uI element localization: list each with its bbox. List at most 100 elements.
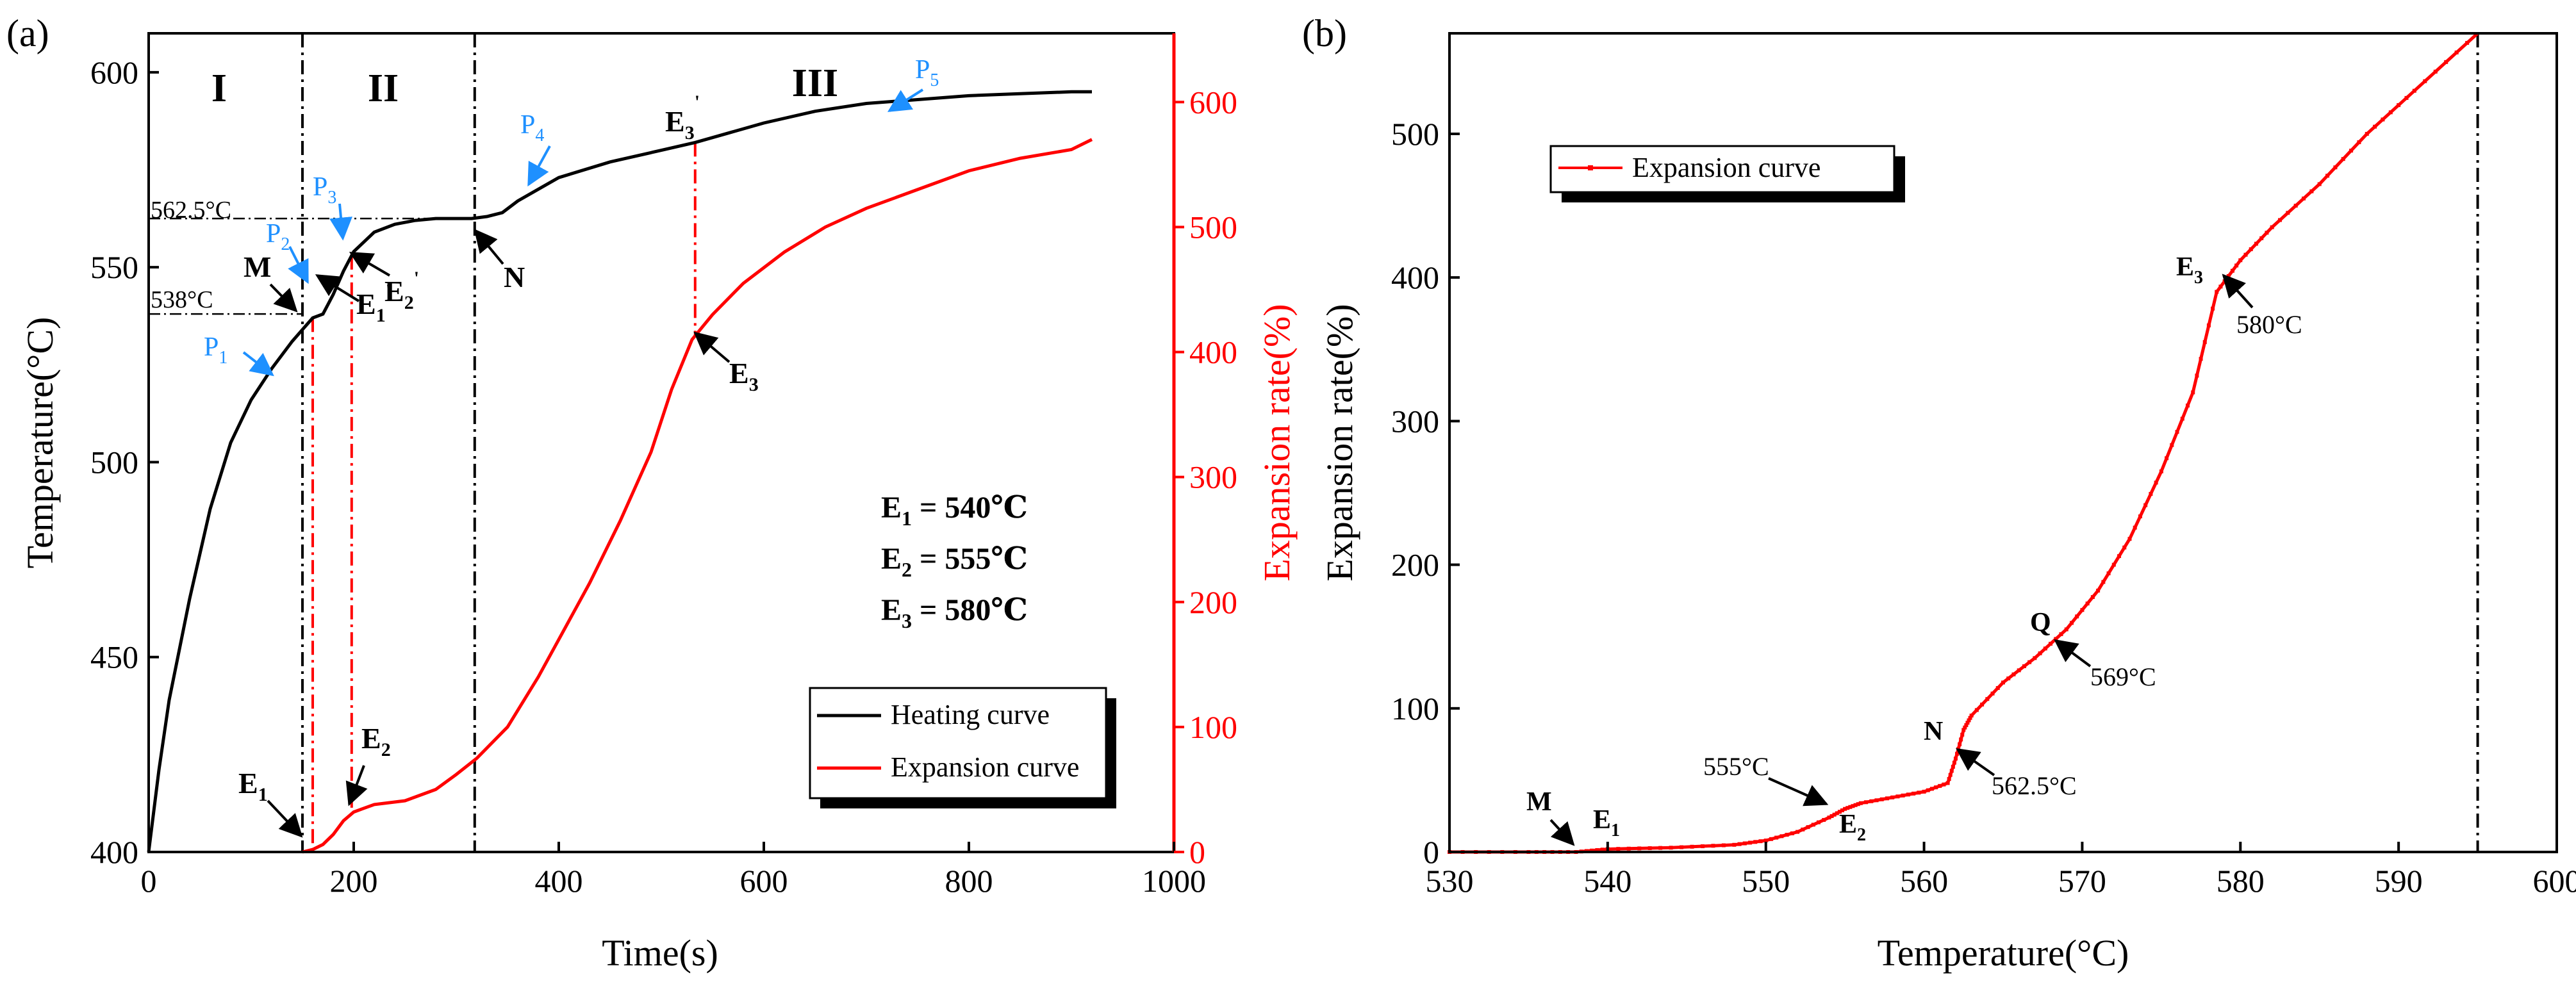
data-point-b: [1856, 802, 1860, 807]
data-point-b: [2454, 50, 2459, 54]
arrow-p2: [288, 246, 309, 284]
data-point-b: [2117, 554, 2122, 559]
label-n-a: N: [504, 261, 525, 293]
data-point-b: [1917, 790, 1921, 795]
data-point-b: [1796, 830, 1800, 834]
data-point-b: [2333, 165, 2338, 170]
legend-label-b: Expansion curve: [1632, 152, 1821, 183]
data-point-b: [1669, 846, 1673, 850]
arrow-m-b: [1549, 819, 1575, 846]
data-point-b: [1763, 839, 1768, 843]
data-point-b: [1748, 840, 1753, 845]
data-point-b: [2249, 247, 2253, 252]
data-point-b: [1964, 723, 1969, 727]
data-point-b: [1853, 803, 1858, 807]
data-point-b: [1837, 810, 1842, 814]
data-point-b: [1869, 799, 1874, 803]
data-point-b: [1829, 814, 1834, 818]
data-point-b: [2243, 252, 2248, 257]
series-line-expansion: [302, 138, 1093, 854]
data-point-b: [2317, 182, 2322, 186]
data-point-b: [1961, 728, 1966, 732]
data-point-b: [2170, 443, 2174, 447]
region-label-I: I: [211, 67, 227, 110]
y2-tick-label-a-0: 0: [1189, 834, 1205, 870]
data-point-b: [1929, 787, 1934, 791]
data-point-b: [2218, 284, 2223, 289]
label-e3-b: E3: [2176, 252, 2203, 288]
data-point-b: [2278, 218, 2282, 222]
arrow-555c: [1768, 777, 1829, 807]
data-point-b: [2186, 404, 2190, 408]
panel-label-a: (a): [6, 12, 49, 54]
data-point-b: [1968, 716, 1972, 720]
data-point-b: [1616, 847, 1621, 851]
data-point-b: [2444, 60, 2448, 64]
data-point-b: [1774, 835, 1779, 840]
panel-b-data-layer: [1448, 32, 2479, 854]
panel-label-b: (b): [1302, 12, 1347, 54]
data-point-b: [1922, 789, 1926, 794]
data-point-b: [1832, 812, 1837, 817]
data-point-b: [2049, 641, 2053, 646]
data-point-b: [1753, 840, 1758, 844]
data-point-b: [2357, 140, 2361, 145]
x-tick-label-b-6: 590: [2375, 863, 2423, 899]
arrow-e3-a: [693, 331, 731, 363]
data-point-b: [1811, 823, 1815, 827]
data-point-b: [1948, 773, 1953, 777]
x-tick-label-a-5: 1000: [1142, 863, 1206, 899]
data-point-b: [1700, 844, 1705, 849]
data-point-b: [1967, 718, 1971, 723]
x-tick-label-a-4: 800: [945, 863, 993, 899]
data-point-b: [1737, 842, 1742, 846]
data-point-b: [1637, 846, 1642, 851]
panel-a-axes: 0 200 400 600 800 1000 400 450 500 550 600 0 100 200 3…: [90, 54, 1237, 899]
data-point-b: [1845, 806, 1850, 810]
y-tick-label-a-3: 550: [90, 249, 138, 285]
x-tick-label-b-1: 540: [1583, 863, 1631, 899]
data-point-b: [2101, 580, 2106, 584]
x-tick-label-b-3: 560: [1900, 863, 1948, 899]
label-e1-b: E1: [1593, 805, 1620, 840]
x-tick-label-b-2: 550: [1742, 863, 1790, 899]
data-point-b: [1769, 837, 1773, 841]
data-point-b: [2180, 416, 2184, 421]
data-point-b: [2011, 672, 2016, 676]
legend-label-expansion: Expansion curve: [891, 751, 1079, 783]
label-580c: 580°C: [2236, 310, 2302, 339]
arrow-e1-a: [267, 799, 303, 838]
label-q-b: Q: [2030, 608, 2051, 637]
data-point-b: [2388, 110, 2393, 115]
x-tick-label-b-7: 600: [2533, 863, 2576, 899]
data-point-b: [1840, 808, 1845, 812]
x-tick-label-b-4: 570: [2058, 863, 2106, 899]
data-point-b: [1895, 794, 1900, 799]
label-562-5c: 562.5°C: [1992, 771, 2077, 800]
data-point-b: [2154, 480, 2158, 485]
data-point-b: [2022, 664, 2026, 669]
y2-tick-label-a-3: 300: [1189, 459, 1237, 495]
data-point-b: [2090, 595, 2095, 600]
x-tick-label-a-3: 600: [740, 863, 788, 899]
data-point-b: [2349, 149, 2354, 153]
data-point-b: [2465, 40, 2470, 45]
label-e1-a: E1: [238, 767, 268, 805]
arrow-n-a: [474, 229, 504, 265]
y2-tick-label-a-1: 100: [1189, 709, 1237, 745]
data-point-b: [1969, 714, 1974, 717]
y-axis-title-b: Expansion rate(%): [1319, 304, 1360, 581]
data-point-b: [2309, 189, 2314, 193]
data-point-b: [1995, 686, 2000, 691]
data-point-b: [1885, 796, 1889, 801]
x-tick-label-b-0: 530: [1426, 863, 1474, 899]
data-point-b: [1879, 797, 1884, 801]
data-point-b: [1942, 782, 1946, 787]
arrow-p3: [329, 203, 352, 241]
label-e2prime: E2': [384, 268, 419, 313]
data-point-b: [2412, 88, 2416, 93]
panel-a-data-layer: [147, 33, 1093, 854]
data-point-b: [2234, 263, 2239, 268]
data-point-b: [2341, 157, 2345, 161]
